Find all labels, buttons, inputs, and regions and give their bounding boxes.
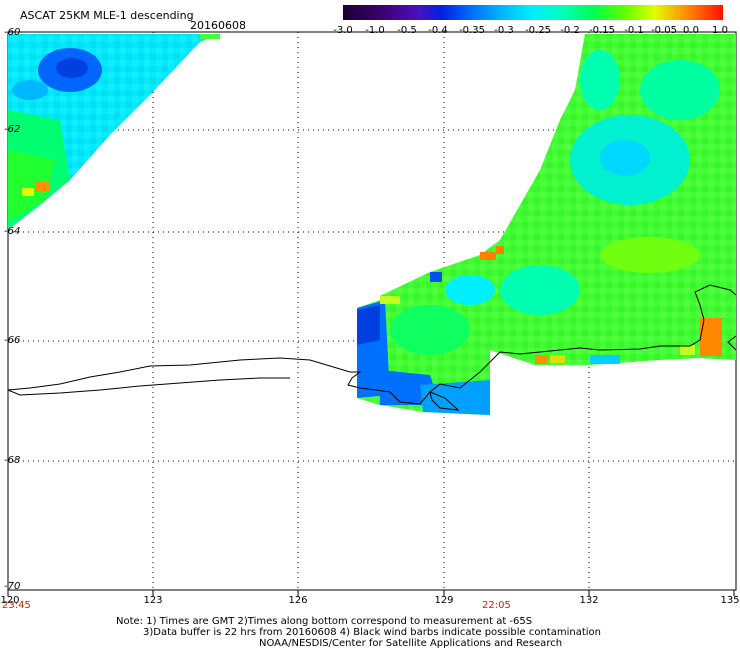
lat-label: -64 (4, 226, 21, 237)
swath-upper-left (8, 34, 220, 228)
lon-label: 135 (720, 595, 740, 606)
colorbar-label: -0.1 (624, 25, 644, 36)
axis-ticks (7, 590, 735, 596)
colorbar-label: -0.5 (397, 25, 417, 36)
footer-note-1: Note: 1) Times are GMT 2)Times along bot… (116, 616, 533, 627)
lat-label: -68 (4, 455, 21, 466)
coastline (7, 284, 737, 411)
footer-note-3: NOAA/NESDIS/Center for Satellite Applica… (259, 638, 563, 649)
swath-right (357, 34, 736, 415)
lon-label: 126 (288, 595, 308, 606)
colorbar-label: 0.0 (683, 25, 699, 36)
colorbar-label: -3.0 (333, 25, 353, 36)
colorbar-label: -0.35 (459, 25, 485, 36)
colorbar-label: -0.4 (428, 25, 448, 36)
lat-label: -60 (4, 27, 21, 38)
colorbar-label: 1.0 (712, 25, 728, 36)
lon-label: 132 (579, 595, 599, 606)
lat-label: -70 (4, 581, 21, 592)
lat-label: -62 (4, 124, 21, 135)
product-title: ASCAT 25KM MLE-1 descending (20, 9, 194, 22)
lon-label: 129 (434, 595, 454, 606)
colorbar-label: -0.05 (651, 25, 677, 36)
colorbar (343, 5, 723, 20)
gridlines (8, 32, 736, 590)
footer-note-2: 3)Data buffer is 22 hrs from 20160608 4)… (143, 627, 601, 638)
lat-label: -66 (4, 335, 21, 346)
time-label-mid: 22:05 (482, 600, 511, 611)
colorbar-label: -0.25 (525, 25, 551, 36)
colorbar-labels: -3.0 -1.0 -0.5 -0.4 -0.35 -0.3 -0.25 -0.… (330, 25, 730, 39)
product-date: 20160608 (190, 19, 246, 32)
colorbar-label: -1.0 (365, 25, 385, 36)
colorbar-label: -0.2 (560, 25, 580, 36)
lon-label: 123 (143, 595, 163, 606)
time-label-left: 23:45 (2, 600, 31, 611)
colorbar-label: -0.3 (494, 25, 514, 36)
lon-label: 120 (0, 595, 20, 606)
colorbar-label: -0.15 (589, 25, 615, 36)
